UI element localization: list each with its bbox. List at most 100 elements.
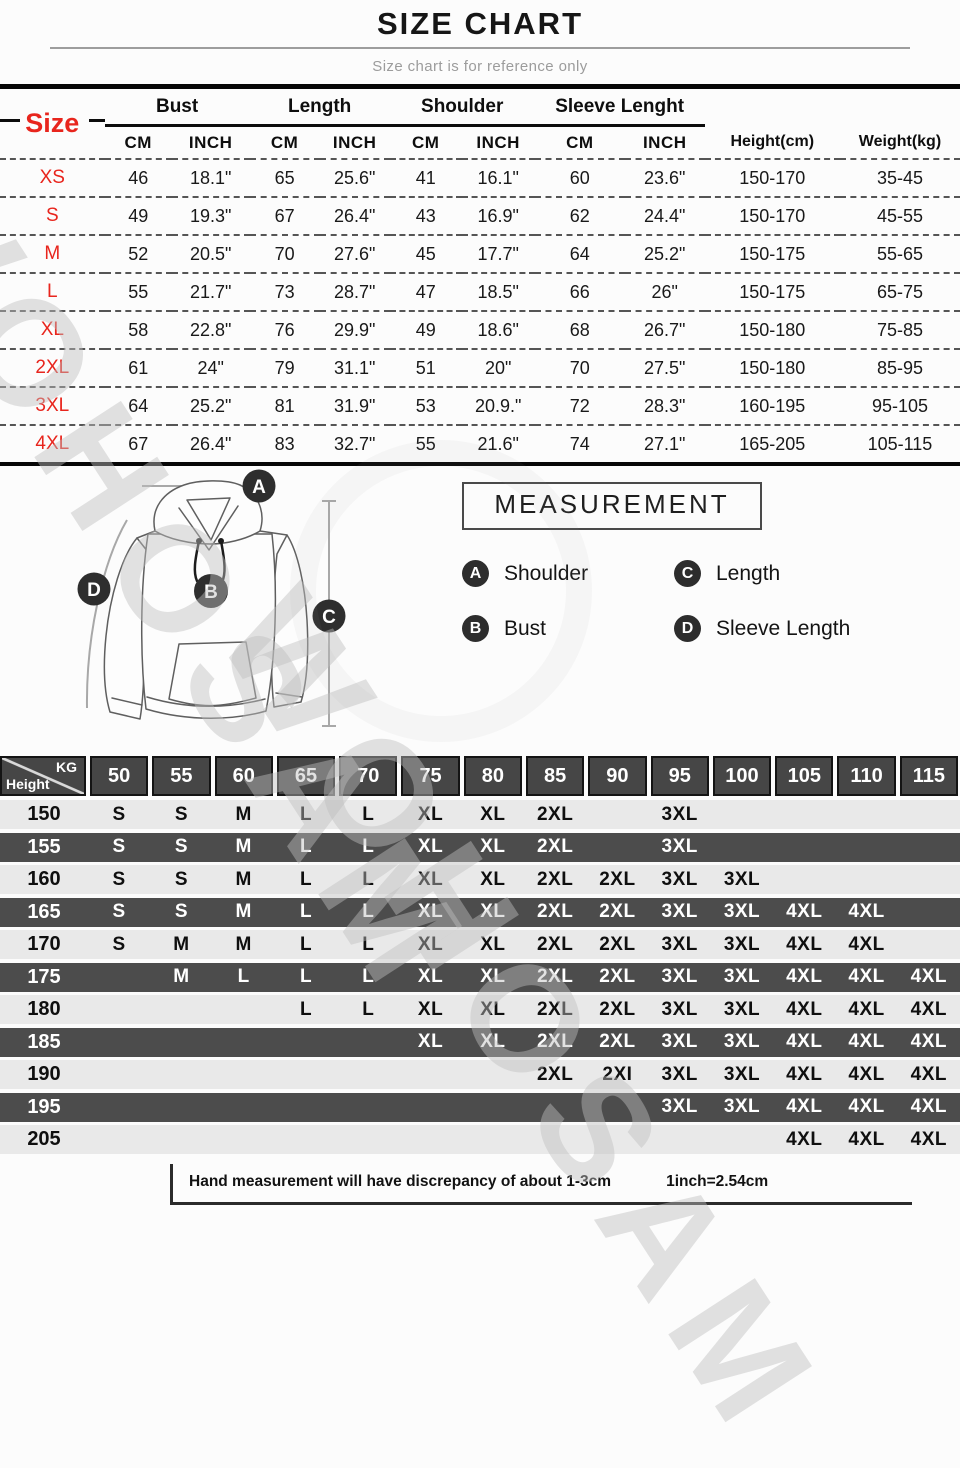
matrix-size-cell: 3XL	[723, 1031, 761, 1052]
group-header-shoulder: Shoulder	[389, 86, 535, 127]
size-value: 72	[534, 386, 625, 425]
size-value: 67	[249, 196, 320, 235]
legend-label: Length	[716, 561, 781, 585]
page-title: SIZE CHART	[377, 6, 583, 41]
matrix-row: 175 M L L L XL XL 2XL 2XL 3XL 3XL 4XL 4XL 4XL	[0, 962, 960, 992]
weight-header: 115	[899, 756, 958, 796]
height-label: 165	[27, 900, 61, 923]
matrix-size-cell: 4XL	[786, 1096, 823, 1117]
footnote-text: Hand measurement will have discrepancy o…	[189, 1173, 612, 1190]
size-value: 73	[249, 272, 320, 311]
matrix-size-cell: 3XL	[723, 868, 761, 890]
size-table-unit-row: CM INCH CM INCH CM INCH CM INCH Height(cm) Weight…	[0, 126, 960, 160]
weight-header: 100	[712, 756, 772, 796]
matrix-body: 150 S S M L L XL XL 2XL 3XL 155 S S M L L XL XL 2XL 3XL 160 S…	[0, 800, 960, 1154]
matrix-size-cell: 3XL	[661, 998, 698, 1020]
size-value: 31.9"	[319, 386, 390, 425]
diagram-markers: A B C D	[77, 469, 346, 633]
height-label: 160	[27, 868, 61, 890]
matrix-size-cell: 3XL	[661, 803, 698, 825]
matrix-size-cell: 2XL	[536, 1031, 574, 1052]
matrix-row: 195 3XL 3XL 4XL 4XL 4XL	[0, 1092, 960, 1122]
size-label: 4XL	[0, 424, 105, 464]
matrix-size-cell: S	[112, 836, 126, 857]
legend-item: C Length	[674, 560, 932, 587]
matrix-size-cell: 4XL	[910, 998, 948, 1020]
size-value: 31.1"	[319, 348, 390, 387]
size-value: 62	[534, 196, 625, 235]
matrix-size-cell: L	[299, 868, 313, 890]
matrix-size-cell: 2XL	[536, 836, 574, 857]
size-value: 70	[249, 234, 320, 273]
size-value: 150-175	[704, 234, 840, 273]
measurement-section: A B C D MEASUREMENT A Shoulder C Length B Bus…	[0, 466, 960, 748]
corner-kg-label: KG	[56, 759, 77, 775]
matrix-size-cell: 2XL	[536, 933, 574, 955]
matrix-size-cell: 4XL	[910, 1128, 948, 1150]
matrix-size-cell: 3XL	[661, 868, 698, 890]
matrix-size-cell: 2XL	[536, 803, 574, 825]
matrix-size-cell: S	[174, 836, 189, 857]
drawstring-anchor	[196, 538, 202, 544]
matrix-size-cell: S	[112, 803, 126, 825]
footnote-conversion: 1inch=2.54cm	[666, 1173, 769, 1190]
size-value: 165-205	[704, 424, 840, 464]
size-value: 58	[104, 310, 172, 349]
matrix-size-cell: 4XL	[786, 901, 823, 922]
extra-header: Height(cm)	[730, 132, 815, 150]
matrix-size-cell: 4XL	[910, 1031, 948, 1052]
matrix-size-cell: M	[235, 836, 252, 857]
matrix-row: 165 S S M L L XL XL 2XL 2XL 3XL 3XL 4XL 4XL	[0, 897, 960, 927]
size-value: 53	[389, 386, 462, 425]
size-label: 3XL	[0, 386, 105, 425]
size-table-row: 3XL 64 25.2" 81 31.9" 53 20.9." 72 28.3" 160-195 9…	[0, 386, 960, 425]
size-value: 64	[534, 234, 625, 273]
weight-header: 95	[650, 756, 709, 796]
matrix-size-cell: 2XL	[599, 868, 636, 890]
height-weight-matrix: KG Height 50 55 60 65 70 75 80 85 90 95 100 105 110 1…	[0, 756, 960, 1154]
matrix-header-row: KG Height 50 55 60 65 70 75 80 85 90 95 100 105 110 1…	[0, 756, 960, 796]
size-table-row: 2XL 61 24" 79 31.1" 51 20" 70 27.5" 150-180 85-95	[0, 348, 960, 387]
legend-item: B Bust	[462, 615, 674, 642]
matrix-size-cell: XL	[480, 901, 506, 922]
matrix-size-cell: S	[174, 901, 189, 922]
matrix-size-cell: 3XL	[661, 1096, 698, 1117]
size-value: 81	[249, 386, 320, 425]
weight-header: 110	[837, 756, 896, 796]
size-value: 74	[534, 424, 625, 464]
matrix-size-cell: XL	[417, 868, 444, 890]
matrix-size-cell: 3XL	[661, 901, 698, 922]
matrix-size-cell: 3XL	[661, 1031, 698, 1052]
matrix-size-cell: 4XL	[786, 1128, 823, 1150]
size-table-row: M 52 20.5" 70 27.6" 45 17.7" 64 25.2" 150-175 55-6…	[0, 234, 960, 273]
size-table-row: XL 58 22.8" 76 29.9" 49 18.6" 68 26.7" 150-180 75-…	[0, 310, 960, 349]
size-value: 26.4"	[319, 196, 390, 235]
size-value: 27.1"	[624, 424, 705, 464]
group-header-spacer	[705, 87, 960, 126]
matrix-size-cell: 2XL	[536, 901, 574, 922]
size-value: 41	[389, 158, 462, 197]
matrix-size-cell: M	[173, 933, 190, 955]
size-value: 150-180	[704, 310, 840, 349]
height-label: 190	[27, 1063, 61, 1085]
size-value: 79	[249, 348, 320, 387]
size-value: 23.6"	[624, 158, 705, 197]
marker-d-badge	[77, 572, 111, 606]
measurement-box-title: MEASUREMENT	[462, 482, 762, 530]
matrix-size-cell: L	[362, 933, 375, 955]
size-value: 24"	[171, 348, 250, 387]
footnote: Hand measurement will have discrepancy o…	[170, 1164, 912, 1205]
size-value: 35-45	[839, 158, 960, 197]
size-value: 18.6"	[461, 310, 535, 349]
size-value: 66	[534, 272, 625, 311]
size-value: 68	[534, 310, 625, 349]
size-value: 27.6"	[319, 234, 390, 273]
matrix-row: 205 4XL 4XL 4XL	[0, 1125, 960, 1154]
size-value: 18.5"	[461, 272, 535, 311]
measurement-legend: A Shoulder C Length B Bust D Sleeve Length	[462, 560, 932, 642]
matrix-size-cell: 2XL	[599, 998, 636, 1020]
marker-d-label: D	[87, 580, 101, 601]
matrix-size-cell: XL	[417, 933, 444, 955]
size-value: 20.5"	[171, 234, 250, 273]
matrix-size-cell: S	[174, 868, 189, 890]
